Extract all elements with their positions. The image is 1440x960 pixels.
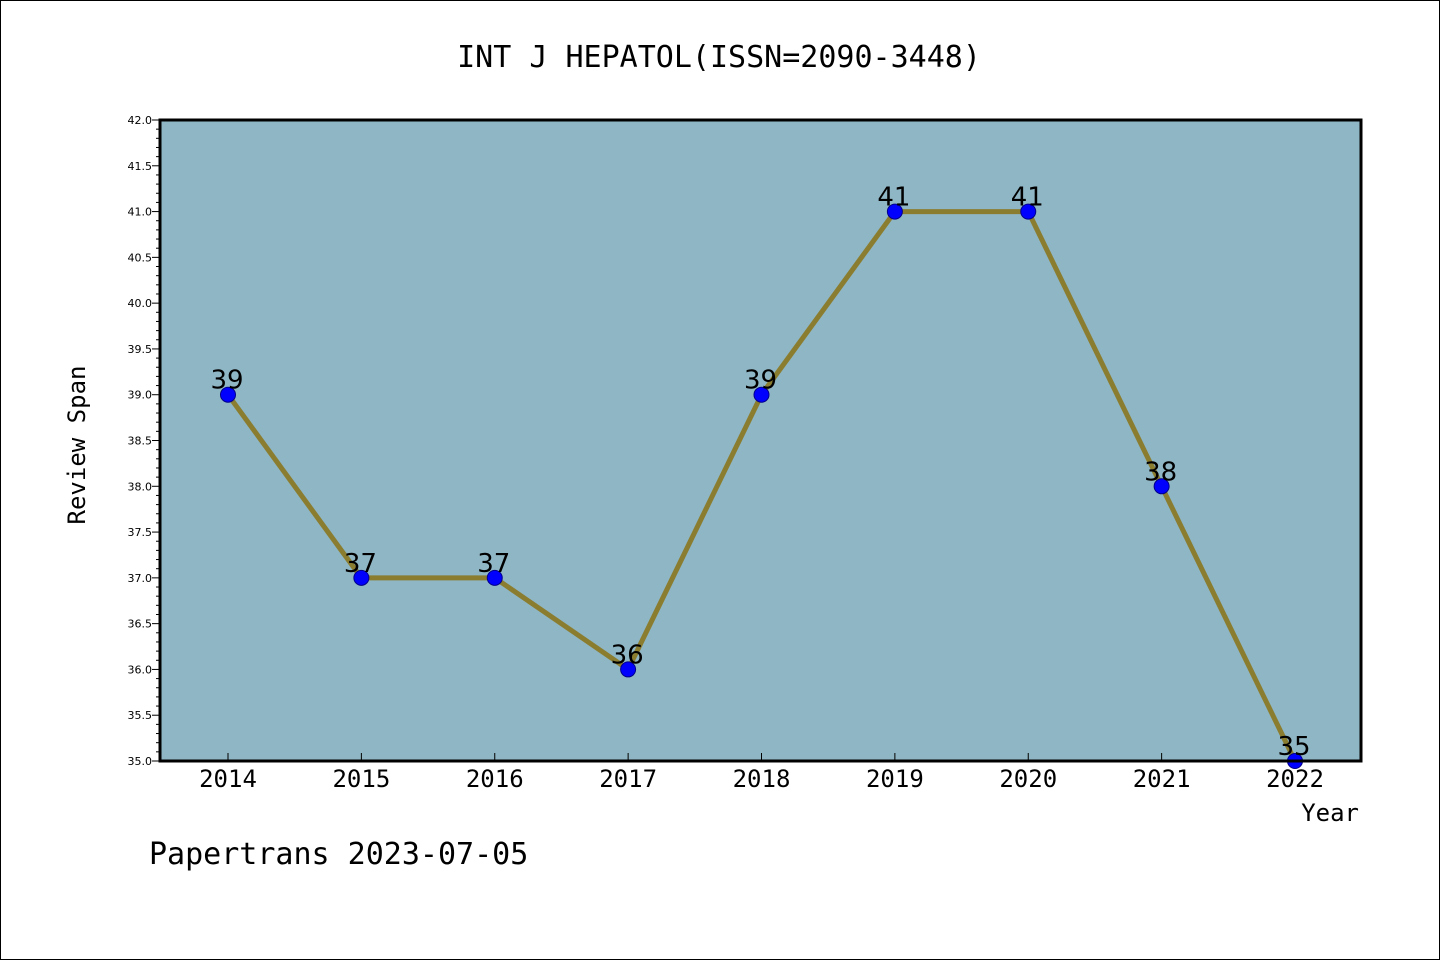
data-label: 38 — [1144, 457, 1177, 487]
y-tick-label: 35.0 — [128, 755, 153, 768]
series-markers — [220, 203, 1303, 769]
data-label: 39 — [744, 366, 777, 396]
x-tick-label: 2021 — [1133, 765, 1191, 793]
data-labels: 39 37 37 36 39 41 41 38 35 — [210, 183, 1310, 762]
y-tick-label: 38.5 — [128, 435, 153, 448]
data-label: 41 — [877, 183, 910, 213]
x-axis: 2014 2015 2016 2017 2018 2019 2020 2021 2022 — [199, 753, 1324, 793]
plot-frame — [158, 118, 1363, 763]
x-tick-label: 2016 — [466, 765, 524, 793]
data-point — [620, 661, 637, 678]
data-label: 41 — [1011, 183, 1044, 213]
chart-title: INT J HEPATOL(ISSN=2090-3448) — [457, 40, 981, 75]
footer-text: Papertrans 2023-07-05 — [149, 837, 528, 872]
y-tick-label: 36.5 — [128, 618, 153, 631]
y-tick-label: 37.5 — [128, 526, 153, 539]
y-axis: 35.0 35.5 36.0 36.5 37.0 37.5 38.0 38.5 39.0 39.5… — [128, 114, 160, 768]
y-tick-label: 37.0 — [128, 572, 153, 585]
y-tick-label: 42.0 — [128, 114, 153, 127]
y-axis-label: Review Span — [63, 366, 91, 525]
data-label: 37 — [477, 549, 510, 579]
y-tick-label: 35.5 — [128, 709, 153, 722]
y-tick-label: 41.0 — [128, 206, 153, 219]
data-label: 36 — [611, 640, 644, 670]
data-label: 39 — [210, 366, 243, 396]
x-tick-label: 2017 — [599, 765, 657, 793]
y-tick-label: 41.5 — [128, 160, 153, 173]
y-tick-label: 40.0 — [128, 297, 153, 310]
data-point — [753, 386, 770, 403]
x-tick-label: 2020 — [999, 765, 1057, 793]
data-point — [486, 569, 503, 586]
data-label: 37 — [344, 549, 377, 579]
x-tick-label: 2018 — [733, 765, 791, 793]
y-tick-label: 38.0 — [128, 480, 153, 493]
x-tick-label: 2022 — [1266, 765, 1324, 793]
x-tick-label: 2014 — [199, 765, 257, 793]
y-tick-label: 40.5 — [128, 251, 153, 264]
y-tick-label: 36.0 — [128, 663, 153, 676]
data-point — [353, 569, 370, 586]
data-point — [1153, 478, 1170, 495]
x-tick-label: 2015 — [332, 765, 390, 793]
data-point — [220, 386, 236, 403]
x-tick-label: 2019 — [866, 765, 924, 793]
y-tick-label: 39.5 — [128, 343, 153, 356]
x-axis-label: Year — [1301, 799, 1359, 827]
plot-area — [160, 120, 1361, 761]
y-tick-label: 39.0 — [128, 389, 153, 402]
data-label: 35 — [1277, 732, 1310, 762]
data-point — [886, 203, 903, 220]
data-point — [1020, 203, 1037, 220]
